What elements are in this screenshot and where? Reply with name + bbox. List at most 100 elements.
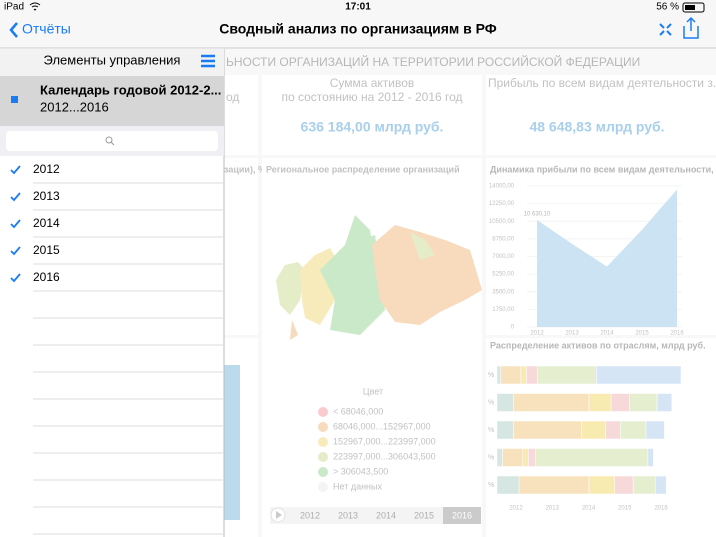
dashboard: ЬНОСТИ ОРГАНИЗАЦИЙ НА ТЕРРИТОРИИ РОССИЙС… (224, 48, 716, 537)
list-item[interactable]: 2016 (33, 270, 60, 284)
bar-segment (496, 393, 514, 412)
x-tick-label: 2016 (670, 331, 684, 337)
bar-segment (656, 393, 673, 412)
legend-swatch (318, 467, 328, 477)
charts: Динамика прибыли по всем видам деятельно… (488, 164, 714, 511)
timeline-year[interactable]: 2014 (376, 510, 396, 520)
selected-subtitle: 2012...2016 (40, 99, 109, 114)
search-icon (105, 136, 113, 144)
timeline-year[interactable]: 2016 (452, 510, 472, 520)
bar-segment (526, 365, 538, 385)
chart-title: Распределение активов по отраслям, млрд … (490, 340, 706, 350)
bar-segment (522, 448, 529, 467)
row-label: % (488, 454, 494, 461)
row-label: % (488, 427, 494, 434)
bar-segment (496, 475, 520, 495)
y-tick-label: 8750,00 (492, 236, 514, 242)
bar-segment (620, 420, 647, 440)
x-tick-label: 2012 (530, 331, 544, 337)
list-item[interactable]: 2013 (33, 189, 60, 203)
bar-segment (518, 475, 590, 495)
x-tick-label: 2013 (565, 331, 579, 337)
region (290, 320, 298, 340)
check-icon (10, 246, 21, 256)
list-item[interactable]: 2012 (33, 162, 60, 176)
bar-fragment (224, 365, 240, 520)
bar-segment (502, 448, 524, 467)
row-label: % (488, 372, 494, 379)
wifi-icon (29, 2, 41, 11)
selected-title: Календарь годовой 2012-2... (40, 82, 221, 97)
y-tick-label: 1750,00 (492, 307, 514, 313)
legend-title: Цвет (363, 386, 383, 396)
y-tick-label: 12250,00 (489, 201, 515, 207)
region (410, 232, 435, 260)
legend-label: Нет данных (333, 481, 382, 491)
legend-swatch (318, 407, 328, 417)
back-button[interactable]: Отчёты (22, 21, 71, 37)
timeline-year[interactable]: 2013 (338, 510, 358, 520)
legend-label: 223997,000...306043,500 (333, 451, 436, 461)
back-chevron[interactable] (9, 22, 18, 38)
region (345, 215, 372, 245)
bar-segment (537, 365, 597, 385)
list-item[interactable]: 2014 (33, 216, 60, 230)
bar-segment (610, 393, 630, 412)
map-panel (262, 158, 482, 537)
bar-segment (654, 475, 667, 495)
legend: < 68046,000 68046,000...152967,000 152967,… (318, 406, 436, 492)
card-title: Сумма активов (330, 76, 415, 90)
legend-swatch (318, 452, 328, 462)
selected-marker (11, 96, 18, 103)
panel-title: Элементы управления (44, 52, 181, 67)
fullscreen-icon[interactable] (659, 23, 672, 36)
bar-segment (513, 393, 590, 412)
region (276, 262, 305, 315)
play-icon (276, 511, 282, 519)
bar-segment (496, 448, 503, 467)
legend-label: 68046,000...152967,000 (333, 421, 431, 431)
timeline-year[interactable]: 2012 (300, 510, 320, 520)
x-label: 2012 (509, 506, 523, 512)
menu-icon[interactable] (201, 54, 215, 68)
battery-level: 56 % (656, 2, 679, 13)
panel (224, 158, 258, 335)
legend-label: 152967,000...223997,000 (333, 436, 436, 446)
x-label: 2016 (654, 506, 668, 512)
bar-segment (513, 420, 582, 440)
timeline-year[interactable]: 2015 (414, 510, 434, 520)
y-tick-label: 10500,00 (489, 219, 515, 225)
check-icon (10, 165, 21, 175)
bar-segment (528, 448, 536, 467)
selected-item[interactable] (0, 76, 224, 126)
card-value: 636 184,00 млрд руб. (301, 119, 444, 135)
dashboard-header: ЬНОСТИ ОРГАНИЗАЦИЙ НА ТЕРРИТОРИИ РОССИЙС… (226, 54, 640, 69)
chart-title: Динамика прибыли по всем видам деятельно… (490, 164, 714, 174)
card-title: Прибыль по всем видам деятельности з... (488, 76, 716, 90)
panel-title: зации), % (224, 164, 266, 174)
bar-segment (500, 365, 522, 385)
y-tick-label: 7000,00 (492, 254, 514, 260)
bar-segment (614, 475, 634, 495)
panel-header (0, 49, 224, 76)
region (372, 225, 482, 325)
share-icon[interactable] (683, 16, 699, 39)
year-list: 2012 2013 2014 2015 2016 (10, 162, 224, 535)
time: 17:01 (345, 2, 371, 13)
bar-segment (588, 475, 616, 495)
panel-title: Региональное распределение организаций (266, 164, 460, 174)
legend-swatch (318, 437, 328, 447)
row-label: % (488, 399, 494, 406)
card (224, 75, 258, 155)
card (262, 75, 482, 155)
region (320, 235, 385, 335)
card-subtitle: по состоянию на 2012 - 2016 год (281, 90, 462, 104)
x-tick-label: 2015 (635, 331, 649, 337)
nav-title: Сводный анализ по организациям в РФ (219, 21, 497, 37)
timeline (270, 507, 480, 524)
timeline-years: 2012 2013 2014 2015 2016 (300, 507, 481, 524)
bar-segment (520, 365, 527, 385)
list-item[interactable]: 2015 (33, 243, 60, 257)
bar-segment (496, 365, 501, 385)
